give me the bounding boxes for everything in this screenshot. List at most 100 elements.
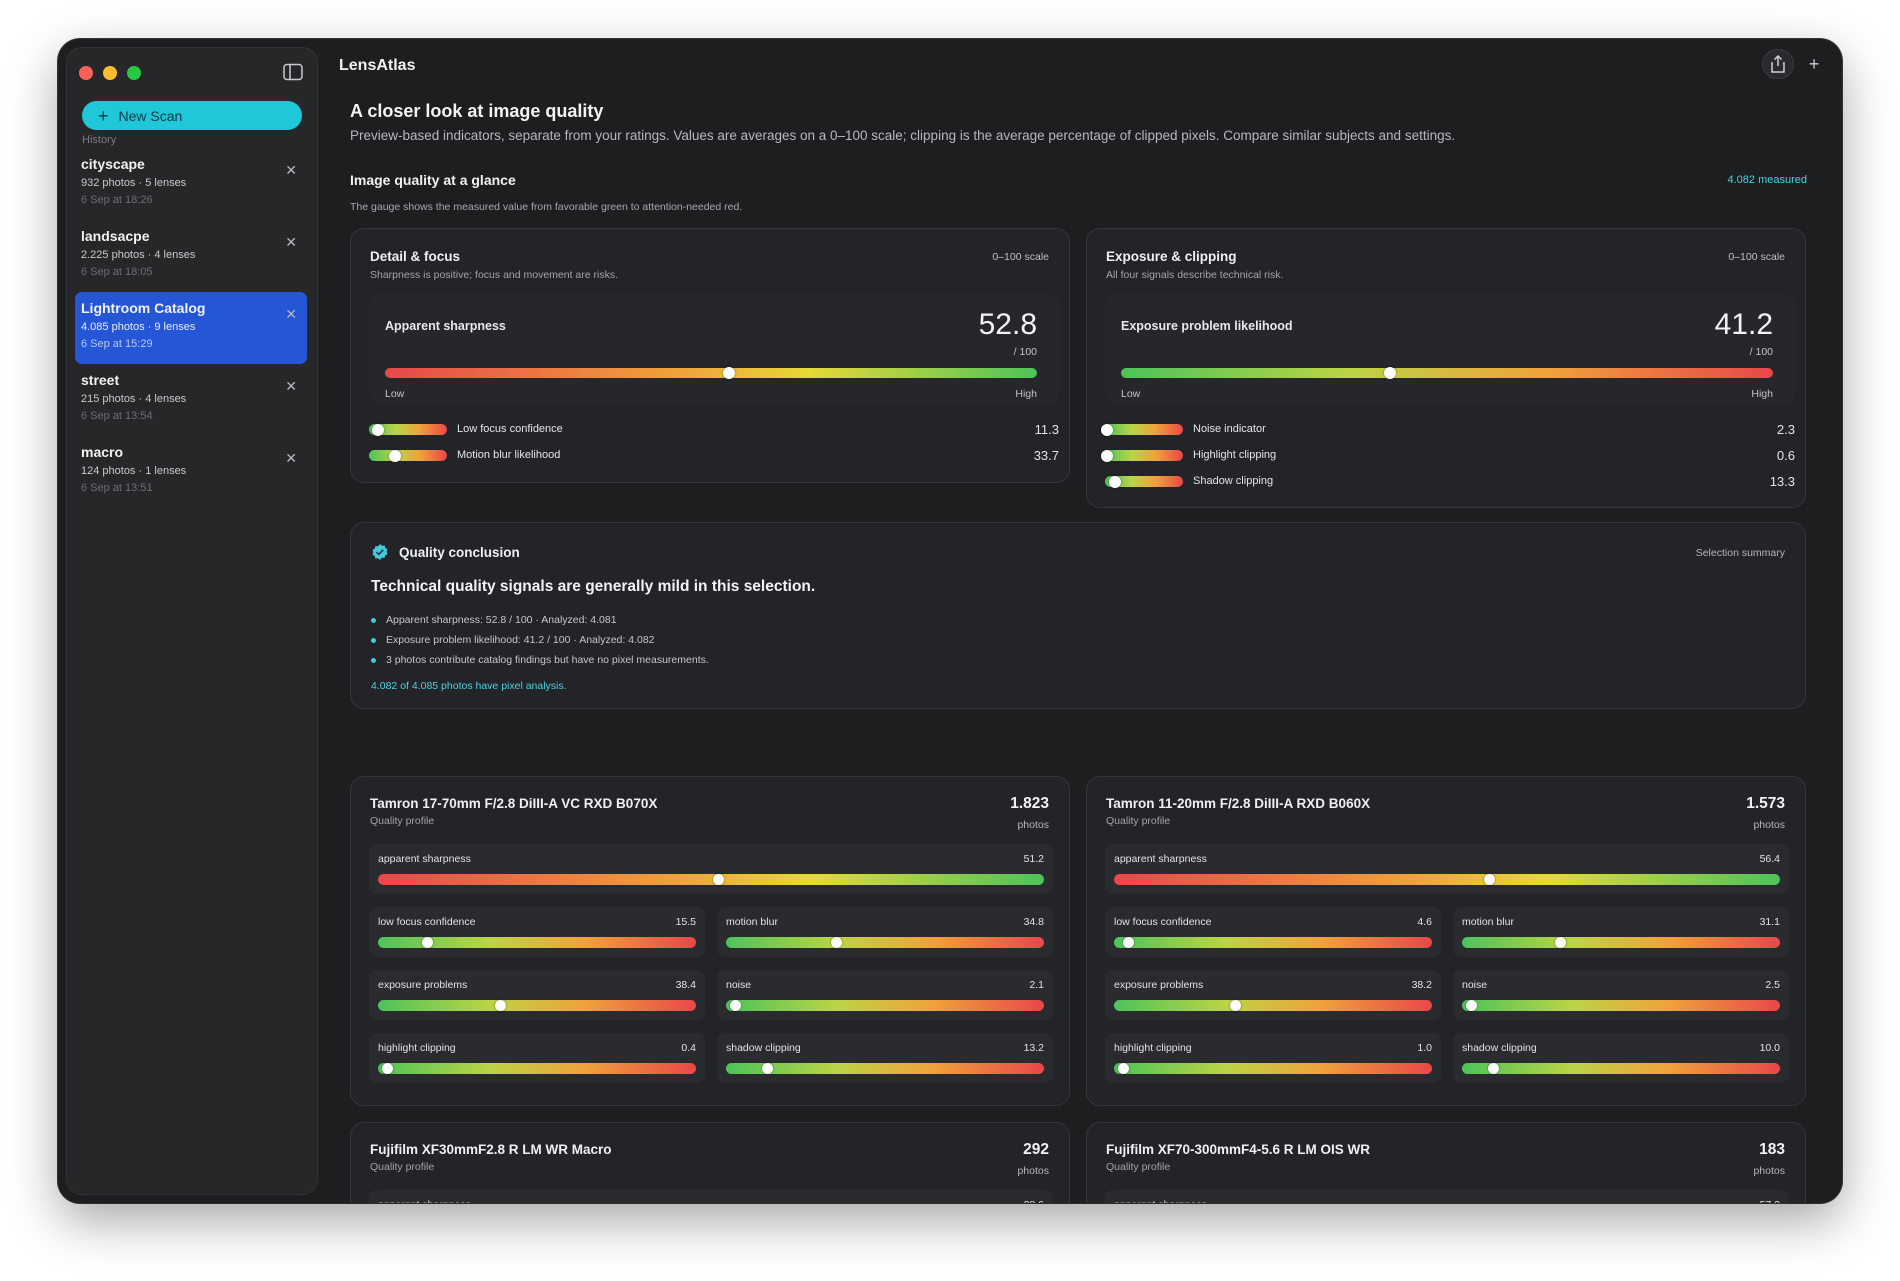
metric-name: noise <box>1462 979 1488 991</box>
history-item-name: Lightroom Catalog <box>81 300 206 316</box>
history-item-meta: 932 photos · 5 lenses <box>81 177 187 189</box>
mini-label: Low focus confidence <box>457 423 563 435</box>
mini-value: 13.3 <box>1769 474 1795 489</box>
metric-value: 13.2 <box>1023 1042 1044 1054</box>
metric-name: highlight clipping <box>1114 1042 1192 1054</box>
exposure-clipping-card: Exposure & clipping All four signals des… <box>1086 228 1806 508</box>
gauge-high-label: High <box>1751 388 1773 400</box>
close-icon[interactable]: ✕ <box>285 378 297 394</box>
metric-tile: highlight clipping 0.4 <box>369 1033 705 1083</box>
metric-value: 2.5 <box>1765 979 1780 991</box>
history-item-meta: 124 photos · 1 lenses <box>81 465 187 477</box>
metric-marker <box>421 937 433 948</box>
sidebar-toggle-icon[interactable] <box>283 63 303 81</box>
plus-icon: + <box>1808 53 1820 74</box>
metric-marker <box>1229 1000 1241 1011</box>
metric-value: 38.6 <box>1024 1199 1044 1203</box>
metric-marker <box>1488 1063 1500 1074</box>
metric-name: noise <box>726 979 752 991</box>
metric-marker <box>1466 1000 1478 1011</box>
mini-label: Noise indicator <box>1193 423 1266 435</box>
metric-bar <box>378 937 696 948</box>
gauge-marker <box>1383 367 1396 379</box>
metric-tile: motion blur 31.1 <box>1453 907 1789 957</box>
mini-bar <box>1101 449 1183 462</box>
metric-tile: noise 2.5 <box>1453 970 1789 1020</box>
page-subtitle: Preview-based indicators, separate from … <box>350 128 1456 143</box>
mini-metric-row: Highlight clipping 0.6 <box>1101 447 1795 465</box>
history-item-date: 6 Sep at 15:29 <box>81 338 153 350</box>
metric-marker <box>831 937 843 948</box>
history-label: History <box>82 134 117 146</box>
history-item-name: street <box>81 372 120 388</box>
gauge-label: Apparent sharpness <box>385 319 506 333</box>
history-item-date: 6 Sep at 13:51 <box>81 482 153 494</box>
mini-metric-row: Motion blur likelihood 33.7 <box>369 447 1059 465</box>
conclusion-bullets: Apparent sharpness: 52.8 / 100 · Analyze… <box>371 610 709 670</box>
close-icon[interactable]: ✕ <box>285 162 297 178</box>
lens-subtitle: Quality profile <box>1106 1161 1171 1173</box>
metric-name: motion blur <box>1462 916 1514 928</box>
metric-value: 2.1 <box>1029 979 1044 991</box>
bullet-item: Exposure problem likelihood: 41.2 / 100 … <box>371 630 709 650</box>
metric-value: 56.4 <box>1759 853 1780 865</box>
mini-value: 33.7 <box>1033 448 1059 463</box>
minimize-window-button[interactable] <box>103 66 117 80</box>
lens-subtitle: Quality profile <box>370 1161 435 1173</box>
lens-card: Fujifilm XF30mmF2.8 R LM WR Macro Qualit… <box>350 1122 1070 1203</box>
metric-bar <box>378 1000 696 1011</box>
history-item-date: 6 Sep at 18:05 <box>81 266 153 278</box>
history-item[interactable]: street 215 photos · 4 lenses 6 Sep at 13… <box>75 364 307 436</box>
metric-value: 1.0 <box>1417 1042 1432 1054</box>
glance-description: The gauge shows the measured value from … <box>350 201 743 213</box>
mini-bar <box>369 449 447 462</box>
close-icon[interactable]: ✕ <box>285 306 297 322</box>
metric-name: apparent sharpness <box>378 1199 471 1203</box>
metric-sharpness: apparent sharpness 56.4 <box>1105 844 1789 894</box>
mini-value: 11.3 <box>1034 422 1059 437</box>
measured-count: 4.082 measured <box>1727 174 1808 186</box>
share-button[interactable] <box>1762 49 1794 79</box>
zoom-window-button[interactable] <box>127 66 141 80</box>
history-item[interactable]: macro 124 photos · 1 lenses 6 Sep at 13:… <box>75 436 307 508</box>
history-item-date: 6 Sep at 13:54 <box>81 410 153 422</box>
history-item[interactable]: Lightroom Catalog 4.085 photos · 9 lense… <box>75 292 307 364</box>
metric-bar <box>726 1000 1044 1011</box>
metric-tile: exposure problems 38.4 <box>369 970 705 1020</box>
scale-label: 0–100 scale <box>992 251 1049 263</box>
lens-name: Fujifilm XF70-300mmF4-5.6 R LM OIS WR <box>1106 1142 1371 1157</box>
metric-bar <box>1114 1000 1432 1011</box>
metric-name: exposure problems <box>378 979 468 991</box>
metric-value: 15.5 <box>675 916 696 928</box>
new-scan-button[interactable]: + New Scan <box>82 101 302 130</box>
mini-metric-row: Noise indicator 2.3 <box>1101 421 1795 439</box>
close-icon[interactable]: ✕ <box>285 450 297 466</box>
mini-value: 0.6 <box>1776 448 1795 463</box>
history-item[interactable]: cityscape 932 photos · 5 lenses 6 Sep at… <box>75 148 307 220</box>
mini-marker <box>389 449 402 462</box>
verified-badge-icon <box>372 544 388 560</box>
add-button[interactable]: + <box>1798 49 1830 79</box>
card-title: Detail & focus <box>370 249 461 264</box>
mini-value: 2.3 <box>1776 422 1795 437</box>
sharpness-gauge: Apparent sharpness 52.8 / 100 Low High <box>369 294 1059 404</box>
close-icon[interactable]: ✕ <box>285 234 297 250</box>
gauge-label: Exposure problem likelihood <box>1121 319 1293 333</box>
metric-tile: shadow clipping 13.2 <box>717 1033 1053 1083</box>
metric-value: 34.8 <box>1023 916 1044 928</box>
scale-label: 0–100 scale <box>1728 251 1785 263</box>
mini-marker <box>1109 475 1122 488</box>
mini-bar <box>369 423 447 436</box>
pixel-analysis-link[interactable]: 4.082 of 4.085 photos have pixel analysi… <box>371 680 567 692</box>
history-item[interactable]: landsacpe 2.225 photos · 4 lenses 6 Sep … <box>75 220 307 292</box>
bullet-item: 3 photos contribute catalog findings but… <box>371 650 709 670</box>
card-subtitle: All four signals describe technical risk… <box>1106 269 1284 281</box>
photo-count: 292 <box>1023 1141 1049 1158</box>
metric-bar <box>726 937 1044 948</box>
card-subtitle: Sharpness is positive; focus and movemen… <box>370 269 619 281</box>
close-window-button[interactable] <box>79 66 93 80</box>
metric-sharpness: apparent sharpness 57.2 <box>1105 1190 1789 1203</box>
detail-focus-card: Detail & focus Sharpness is positive; fo… <box>350 228 1070 483</box>
history-list: cityscape 932 photos · 5 lenses 6 Sep at… <box>75 148 307 508</box>
photo-count-unit: photos <box>1017 819 1049 831</box>
